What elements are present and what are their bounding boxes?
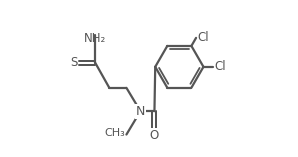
Text: Cl: Cl: [214, 60, 226, 73]
Text: NH₂: NH₂: [84, 32, 106, 45]
Text: O: O: [150, 129, 159, 142]
Text: S: S: [70, 56, 78, 69]
Text: Cl: Cl: [198, 31, 209, 44]
Text: CH₃: CH₃: [104, 128, 125, 138]
Text: N: N: [136, 105, 145, 118]
